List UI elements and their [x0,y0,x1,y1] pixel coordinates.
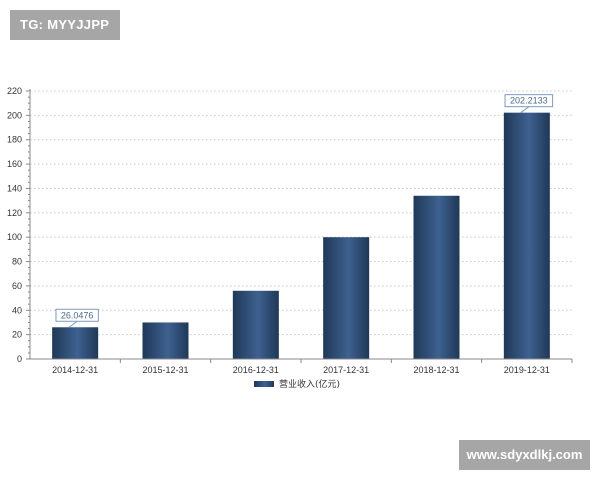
bar [142,322,189,359]
callout-leader [520,106,530,114]
y-tick-label: 100 [7,232,22,242]
bar [232,290,279,359]
bar [503,112,550,359]
y-tick-label: 160 [7,159,22,169]
y-tick-label: 180 [7,135,22,145]
y-tick-label: 200 [7,110,22,120]
tick-labels: 0 20 40 60 80 100 120 140 160 180 200 220 2014-12-31… [7,86,550,375]
bar [323,237,370,359]
x-tick-label: 2016-12-31 [233,365,279,375]
watermark-bottom-right: www.sdyxdlkj.com [459,440,590,470]
watermark-top-left: TG: MYYJJPP [10,10,120,40]
callout-box [55,308,99,322]
y-tick-label: 60 [12,281,22,291]
x-tick-label: 2019-12-31 [504,365,550,375]
x-tick-label: 2014-12-31 [52,365,98,375]
x-tick-label: 2017-12-31 [323,365,369,375]
y-tick-label: 120 [7,208,22,218]
x-tick-label: 2015-12-31 [142,365,188,375]
y-tick-label: 140 [7,183,22,193]
y-tick-label: 0 [17,354,22,364]
y-tick-label: 40 [12,305,22,315]
data-callouts: 26.0476 202.2133 [55,94,554,328]
bar [52,327,99,359]
data-label: 26.0476 [61,310,94,320]
y-tick-label: 80 [12,257,22,267]
x-tick-label: 2018-12-31 [413,365,459,375]
callout-box [504,94,554,108]
bar [413,195,460,359]
gridlines [30,90,572,336]
legend: 营业收入(亿元) [254,378,340,390]
legend-label: 营业收入(亿元) [279,378,340,390]
callout-leader [68,320,78,328]
bars [52,112,550,359]
axes [26,89,573,363]
legend-swatch [254,381,274,387]
data-label: 202.2133 [510,96,548,106]
y-tick-label: 220 [7,86,22,96]
y-tick-label: 20 [12,330,22,340]
